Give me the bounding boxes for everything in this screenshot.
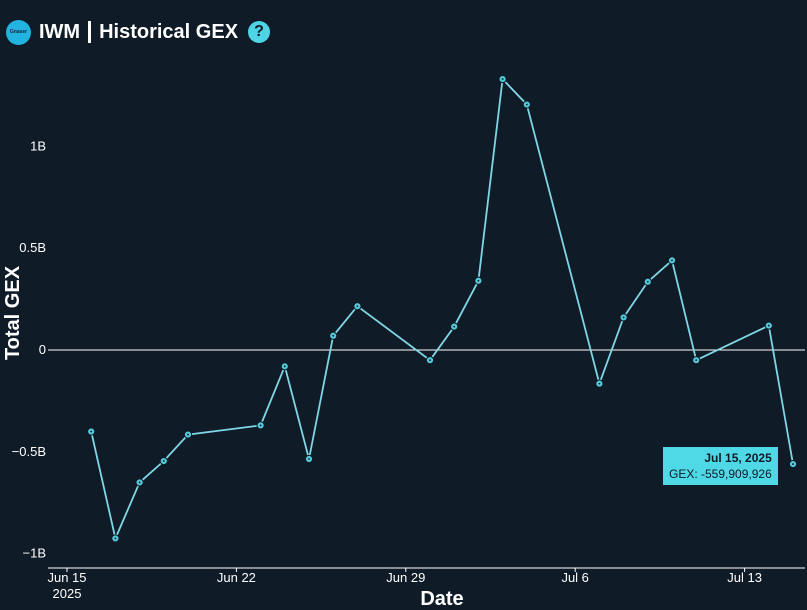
help-icon[interactable]: ? [248, 21, 271, 43]
data-point-center [598, 382, 601, 385]
header-divider [88, 21, 92, 43]
tooltip-date: Jul 15, 2025 [704, 451, 772, 465]
x-tick-label: Jul 13 [727, 570, 762, 585]
data-point-center [792, 463, 794, 465]
x-tick-sublabel: 2025 [53, 586, 82, 601]
tooltip-value: GEX: -559,909,926 [669, 467, 772, 481]
data-point-center [646, 280, 649, 283]
x-axis-title: Date [420, 588, 463, 610]
series-line [90, 77, 794, 542]
y-tick-label: −1B [23, 546, 47, 561]
data-point-center [308, 458, 310, 460]
data-point-center [501, 78, 504, 80]
x-tick-label: Jul 6 [561, 570, 588, 585]
data-point-center [525, 103, 528, 106]
ticker-label: IWM [39, 20, 81, 43]
hover-tooltip: Jul 15, 2025 GEX: -559,909,926 [663, 447, 778, 485]
data-point-center [477, 279, 480, 282]
data-point-center [695, 359, 698, 362]
y-tick-label: 0 [39, 342, 46, 357]
chart-title: Historical GEX [99, 20, 239, 43]
data-point-center [187, 433, 189, 436]
y-axis-title: Total GEX [2, 265, 24, 360]
logo-icon: Gnaser [6, 19, 31, 45]
x-tick-label: Jun 29 [386, 570, 425, 585]
y-tick-label: 0.5B [19, 240, 46, 255]
x-tick-label: Jun 22 [217, 570, 256, 585]
data-point-center [622, 316, 625, 319]
data-point-center [283, 365, 286, 368]
data-point-center [114, 537, 117, 540]
y-tick-label: −0.5B [12, 444, 46, 459]
data-point-center [429, 359, 431, 362]
data-point-center [767, 324, 770, 327]
data-point-center [138, 481, 141, 484]
data-point-center [332, 334, 335, 337]
data-point-center [259, 424, 262, 427]
data-point-center [453, 325, 456, 328]
data-point-center [162, 460, 165, 462]
chart-header: Gnaser IWM Historical GEX ? [6, 17, 271, 47]
data-point-center [90, 430, 93, 433]
x-tick-label: Jun 15 [47, 570, 86, 585]
data-point-center [671, 259, 673, 262]
y-tick-label: 1B [30, 138, 46, 153]
data-point-center [356, 305, 359, 308]
